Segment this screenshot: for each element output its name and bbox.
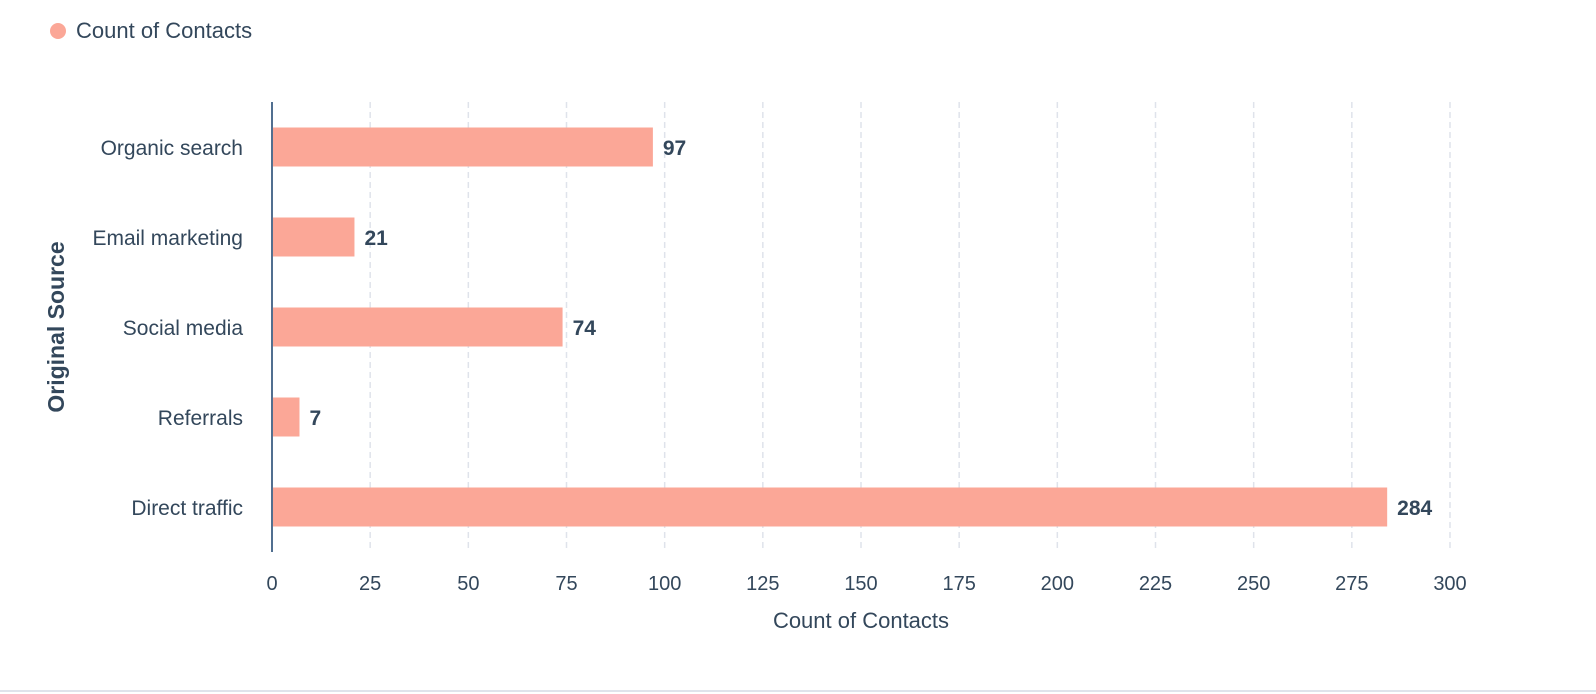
value-label: 7: [309, 407, 321, 430]
category-labels: Organic search Email marketing Social medi…: [92, 137, 243, 520]
legend-label: Count of Contacts: [76, 18, 253, 43]
value-label: 74: [573, 317, 597, 340]
x-tick-label: 100: [648, 573, 681, 595]
bar[interactable]: [272, 397, 300, 437]
bottom-divider: [0, 690, 1596, 692]
value-label: 21: [364, 227, 388, 250]
bar[interactable]: [272, 127, 653, 167]
x-tick-label: 175: [942, 573, 975, 595]
x-axis-title: Count of Contacts: [773, 608, 949, 633]
x-tick-labels: 0 25 50 75 100 125 150 175 200 225 250 275 300: [266, 573, 1466, 595]
x-tick-label: 250: [1237, 573, 1270, 595]
x-tick-label: 25: [359, 573, 381, 595]
value-label: 284: [1397, 497, 1432, 520]
x-tick-label: 225: [1139, 573, 1172, 595]
x-tick-label: 50: [457, 573, 479, 595]
y-axis-title: Original Source: [43, 241, 69, 412]
category-label: Social media: [123, 317, 244, 340]
bar[interactable]: [272, 487, 1388, 527]
category-label: Referrals: [158, 407, 243, 430]
category-label: Organic search: [101, 137, 243, 160]
category-label: Email marketing: [92, 227, 243, 250]
x-tick-label: 300: [1433, 573, 1466, 595]
x-tick-label: 75: [555, 573, 577, 595]
legend[interactable]: Count of Contacts: [50, 18, 252, 44]
x-tick-label: 275: [1335, 573, 1368, 595]
x-tick-label: 0: [266, 573, 277, 595]
category-label: Direct traffic: [131, 497, 243, 520]
value-labels: 97 21 74 7 284: [309, 137, 1432, 520]
legend-swatch-icon: [50, 23, 66, 39]
bars: [272, 127, 1388, 527]
x-tick-label: 150: [844, 573, 877, 595]
bar[interactable]: [272, 307, 563, 347]
bar[interactable]: [272, 217, 355, 257]
x-tick-label: 125: [746, 573, 779, 595]
x-tick-label: 200: [1041, 573, 1074, 595]
value-label: 97: [663, 137, 686, 160]
